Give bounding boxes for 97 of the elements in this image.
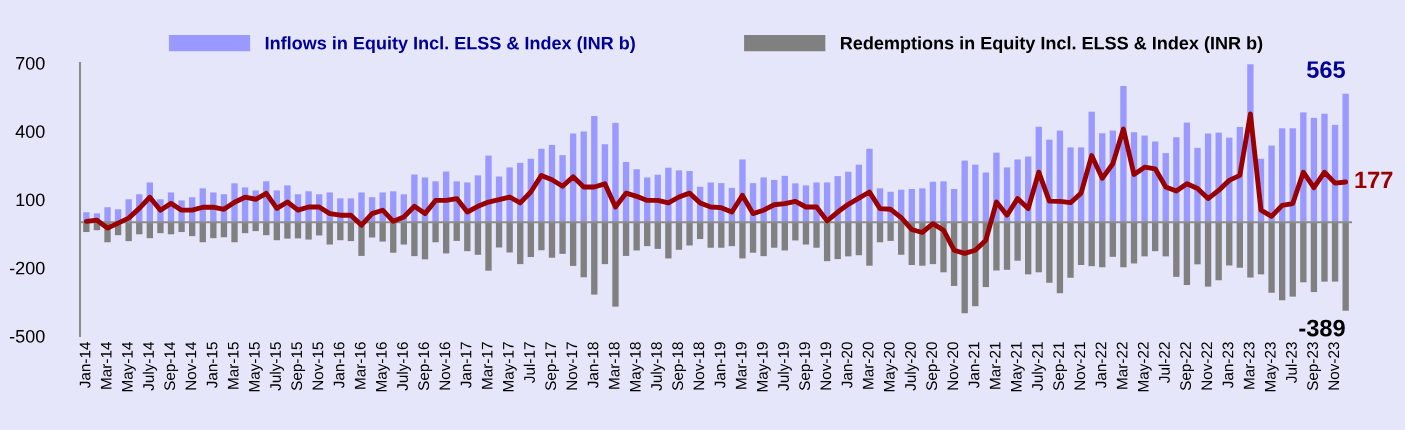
x-tick-label: Nov-21 <box>1074 342 1086 390</box>
bar <box>1141 135 1148 223</box>
x-tick-label: Sep-16 <box>418 342 433 391</box>
line-series <box>83 111 1349 256</box>
data-label: 177 <box>1355 171 1393 189</box>
x-tick-label: Sep-21 <box>1053 342 1068 391</box>
data-label: -389 <box>1299 319 1345 337</box>
bar <box>485 155 492 223</box>
bar <box>1067 147 1074 223</box>
x-tick-label: Mar-17 <box>481 342 493 389</box>
x-tick-label: Nov-20 <box>947 342 959 390</box>
x-tick-label: Jan-18 <box>587 342 599 389</box>
bar <box>919 188 926 223</box>
bar <box>940 181 947 223</box>
x-tick-label: May-21 <box>1010 342 1025 392</box>
bar <box>612 122 619 223</box>
y-tick-label: -200 <box>9 261 45 275</box>
x-tick-label: July-18 <box>650 342 665 391</box>
bar <box>665 167 672 223</box>
x-tick-label: Nov-19 <box>820 342 832 390</box>
bar <box>506 167 513 223</box>
x-tick-label: May-22 <box>1137 342 1152 392</box>
x-tick-label: Sep-14 <box>164 342 179 391</box>
y-tick-label: 700 <box>16 56 45 70</box>
x-tick-label: July-21 <box>1031 342 1046 391</box>
x-tick-label: Jan-16 <box>333 342 345 389</box>
x-tick-label: Jan-15 <box>206 342 218 389</box>
x-tick-label: Jan-14 <box>79 342 91 389</box>
bar <box>538 148 545 223</box>
x-tick-label: May-15 <box>249 342 263 392</box>
legend-label: Redemptions in Equity Incl. ELSS & Index (INR b) <box>840 36 1263 54</box>
x-tick-label: Mar-18 <box>608 342 620 389</box>
x-tick-label: May-20 <box>883 342 898 392</box>
x-tick-label: Nov-14 <box>185 342 197 390</box>
x-tick-label: Nov-22 <box>1201 342 1213 390</box>
bar <box>1194 147 1201 223</box>
x-tick-label: Jul-22 <box>1158 342 1170 383</box>
bar <box>1268 145 1275 223</box>
x-tick-label: Mar-14 <box>100 342 112 389</box>
y-tick-label: -500 <box>9 329 45 343</box>
bar <box>929 181 937 223</box>
x-tick-label: Nov-18 <box>693 342 705 390</box>
x-tick-label: Mar-21 <box>989 342 1001 389</box>
x-tick-label: Jan-22 <box>1095 342 1107 389</box>
y-tick-label: 400 <box>15 125 45 138</box>
bar <box>972 164 979 223</box>
x-tick-label: Nov-17 <box>566 342 578 390</box>
x-tick-label: Sep-15 <box>291 342 306 391</box>
x-tick-label: July-14 <box>142 342 157 391</box>
data-label: 565 <box>1306 61 1345 78</box>
bar <box>1321 113 1328 223</box>
bar <box>633 169 640 223</box>
bar <box>358 192 365 223</box>
x-tick-label: Nov-16 <box>439 342 451 390</box>
x-tick-label: May-19 <box>756 342 771 392</box>
x-tick-label: Mar-19 <box>735 342 747 389</box>
bar <box>559 155 566 223</box>
legend-label: Inflows in Equity Incl. ELSS & Index (INR b) <box>265 36 635 54</box>
bar <box>982 172 990 223</box>
x-tick-label: Jul-17 <box>523 342 535 383</box>
bar <box>1215 132 1222 223</box>
x-tick-label: Mar-16 <box>354 342 366 389</box>
x-tick-label: Sep-23 <box>1307 342 1322 391</box>
x-tick-label: Jan-21 <box>968 342 980 389</box>
x-tick-label: July-20 <box>904 342 919 391</box>
x-tick-label: Sep-18 <box>672 342 687 391</box>
x-tick-label: May-18 <box>629 342 644 392</box>
x-tick-label: Sep-22 <box>1180 342 1195 391</box>
x-tick-label: Jan-23 <box>1222 342 1234 389</box>
x-tick-label: Mar-20 <box>862 342 874 389</box>
x-tick-label: July-19 <box>777 342 792 391</box>
bar <box>104 207 111 223</box>
x-tick-label: Jan-20 <box>841 342 853 389</box>
bar <box>950 189 958 223</box>
x-tick-label: Nov-15 <box>312 342 324 390</box>
x-tick-label: May-14 <box>122 342 136 392</box>
x-tick-label: May-17 <box>503 342 517 392</box>
x-tick-label: Mar-22 <box>1116 342 1128 389</box>
y-tick-label: 100 <box>16 193 45 207</box>
bar <box>961 160 968 223</box>
x-tick-label: Sep-19 <box>799 342 814 391</box>
x-tick-label: July-16 <box>396 342 411 391</box>
x-tick-label: Jan-19 <box>714 342 726 389</box>
bar <box>1342 93 1349 223</box>
x-tick-label: Sep-20 <box>926 342 941 391</box>
x-tick-label: Jan-17 <box>460 342 472 389</box>
x-tick-label: Mar-15 <box>227 342 239 389</box>
x-tick-label: Nov-23 <box>1328 342 1340 390</box>
x-tick-label: Mar-23 <box>1243 342 1255 389</box>
bar <box>908 189 915 223</box>
x-tick-label: July-15 <box>269 342 284 391</box>
x-tick-label: May-23 <box>1264 342 1279 392</box>
bar <box>686 171 693 223</box>
x-tick-label: Sep-17 <box>545 342 560 391</box>
x-tick-label: Jul-23 <box>1285 342 1297 383</box>
bar <box>1173 137 1180 223</box>
x-tick-label: May-16 <box>375 342 390 392</box>
